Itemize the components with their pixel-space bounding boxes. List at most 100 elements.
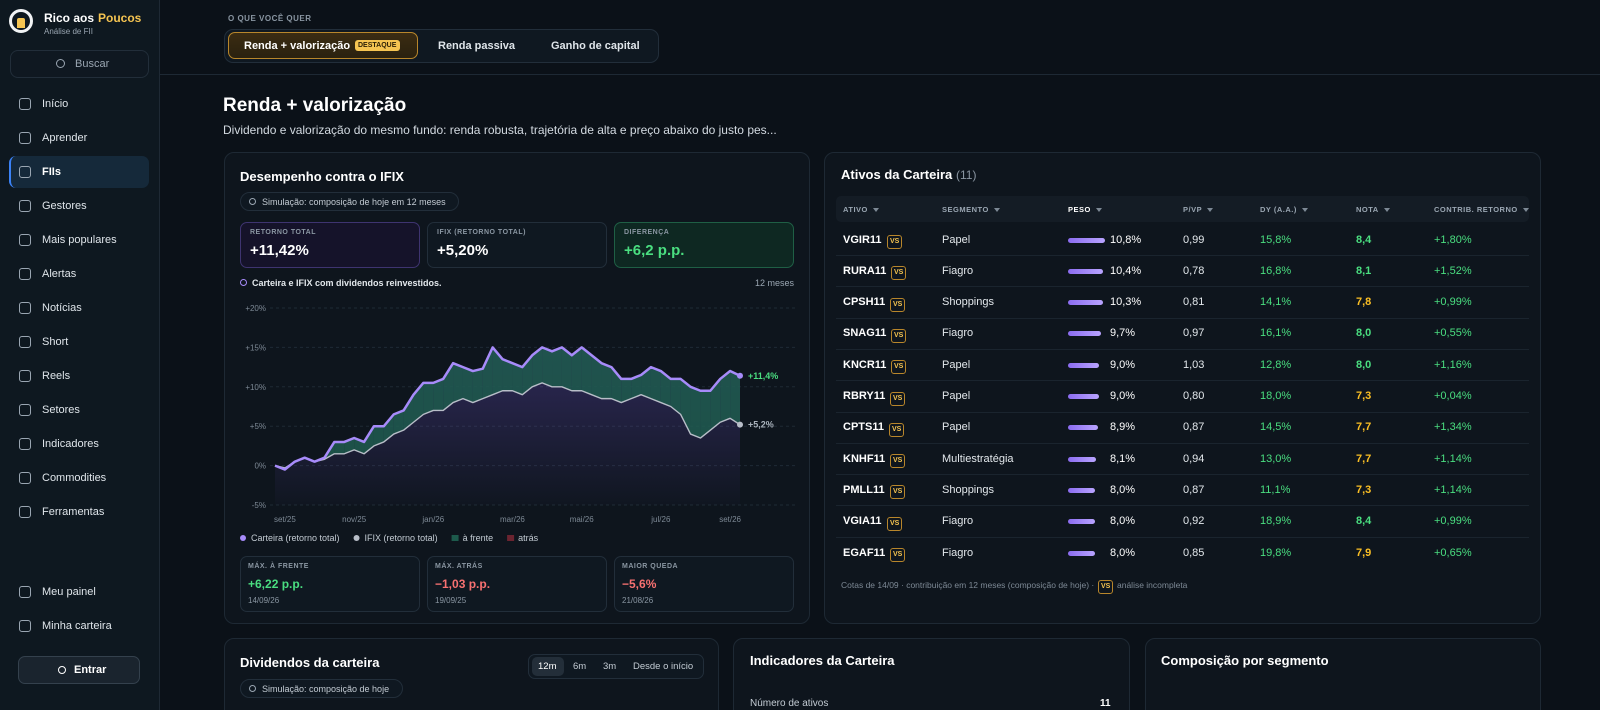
column-header[interactable]: CONTRIB. RETORNO — [1434, 204, 1529, 215]
nav-item[interactable]: Alertas — [42, 267, 77, 280]
contribution: +1,16% — [1434, 358, 1472, 371]
column-header[interactable]: P/VP — [1183, 204, 1213, 215]
ticker[interactable]: RBRY11 — [843, 390, 886, 402]
ahead-band — [492, 347, 503, 395]
column-header[interactable]: DY (A.A.) — [1260, 204, 1308, 215]
vs-badge: VS — [890, 485, 906, 500]
contribution: +0,04% — [1434, 390, 1472, 402]
column-header[interactable]: PESO — [1068, 204, 1102, 215]
ahead-band — [462, 367, 473, 403]
nav-item[interactable]: Meu painel — [42, 585, 96, 598]
score: 7,7 — [1356, 452, 1372, 465]
login-button[interactable] — [18, 656, 140, 684]
ticker[interactable]: RURA11 — [843, 264, 887, 277]
ahead-band — [542, 347, 553, 387]
score: 7,3 — [1356, 390, 1372, 402]
ticker[interactable]: SNAG11 — [843, 327, 887, 340]
ticker[interactable]: CPTS11 — [843, 421, 884, 434]
ticker[interactable]: EGAF11 — [843, 546, 886, 559]
pvp: 0,81 — [1183, 296, 1205, 309]
period-tab[interactable]: Desde o início — [633, 660, 694, 672]
nav-item[interactable]: Mais populares — [42, 233, 117, 246]
nav-item[interactable]: FIIs — [42, 165, 61, 178]
tab[interactable]: Renda + valorização — [244, 39, 351, 52]
nav-item[interactable]: Commodities — [42, 471, 107, 484]
weight-bar — [1068, 425, 1099, 431]
segment: Fiagro — [942, 515, 974, 528]
nav-item[interactable]: Aprender — [42, 131, 88, 144]
nav-icon — [19, 302, 31, 314]
nav-item[interactable]: Setores — [42, 403, 80, 416]
dy: 13,0% — [1260, 452, 1292, 465]
dy: 15,8% — [1260, 233, 1292, 246]
badge-label: DESTAQUE — [358, 42, 397, 49]
contribution: +1,14% — [1434, 452, 1472, 465]
nav-icon — [19, 200, 31, 212]
stat-value: −5,6% — [622, 576, 657, 591]
nav-item[interactable]: Notícias — [42, 301, 82, 314]
ahead-band — [552, 347, 562, 387]
pvp: 0,94 — [1183, 452, 1205, 465]
weight: 8,1% — [1110, 452, 1136, 465]
ahead-band — [571, 347, 582, 391]
nav-item[interactable]: Reels — [42, 369, 71, 382]
weight: 9,7% — [1110, 327, 1136, 340]
ticker[interactable]: PMLL11 — [843, 483, 885, 496]
chip-icon — [249, 198, 256, 205]
ticker[interactable]: KNCR11 — [843, 358, 887, 371]
y-tick-label: -5% — [252, 501, 266, 510]
weight-bar — [1068, 487, 1096, 493]
stat-box — [427, 222, 607, 268]
nav-item[interactable]: Gestores — [42, 199, 87, 212]
ahead-band — [482, 347, 493, 399]
column-header[interactable]: ATIVO — [843, 204, 879, 215]
segment: Papel — [942, 421, 971, 434]
section-label: O QUE VOCÊ QUER — [228, 13, 312, 23]
ticker[interactable]: VGIR11 — [843, 233, 882, 246]
ticker[interactable]: KNHF11 — [843, 452, 886, 465]
vs-badge: VS — [890, 391, 906, 406]
segment: Fiagro — [942, 327, 974, 340]
period-tab[interactable]: 6m — [573, 660, 587, 672]
period-tab[interactable]: 3m — [603, 660, 617, 672]
column-header[interactable]: NOTA — [1356, 204, 1390, 215]
ahead-band — [512, 363, 523, 395]
note-icon — [240, 279, 247, 286]
ahead-band — [472, 368, 483, 403]
ticker[interactable]: CPSH11 — [843, 296, 886, 309]
ahead-band — [383, 414, 394, 442]
ahead-band — [502, 359, 513, 391]
vs-badge: VS — [891, 360, 907, 375]
stat-date: 14/09/26 — [248, 595, 280, 605]
pvp: 0,85 — [1183, 546, 1205, 559]
segment: Shoppings — [942, 483, 994, 496]
column-header[interactable]: SEGMENTO — [942, 204, 1000, 215]
segment: Papel — [942, 233, 971, 246]
nav-item[interactable]: Ferramentas — [42, 505, 105, 518]
contribution: +0,65% — [1434, 546, 1472, 559]
row-divider — [836, 442, 1529, 444]
vs-badge: VS — [890, 548, 906, 562]
nav-item[interactable]: Indicadores — [42, 437, 99, 450]
ahead-band — [710, 378, 721, 431]
nav-icon — [19, 438, 31, 450]
x-tick-label: set/26 — [719, 515, 741, 524]
dy: 11,1% — [1260, 483, 1291, 496]
x-tick-label: mar/26 — [500, 515, 525, 524]
nav-item[interactable]: Short — [42, 335, 69, 348]
score: 8,0 — [1356, 327, 1372, 340]
weight: 8,0% — [1110, 483, 1136, 496]
chip-label: Simulação: composição de hoje em 12 mese… — [262, 196, 446, 207]
ahead-band — [611, 367, 622, 403]
nav-item[interactable]: Minha carteira — [42, 619, 112, 632]
ticker[interactable]: VGIA11 — [843, 515, 882, 528]
search-box[interactable] — [10, 50, 149, 78]
login-label[interactable]: Entrar — [74, 663, 107, 676]
tab[interactable]: Renda passiva — [438, 39, 516, 52]
nav-item[interactable]: Início — [42, 97, 69, 110]
ahead-band — [393, 410, 404, 435]
period-tab[interactable]: 12m — [538, 660, 557, 672]
tab[interactable]: Ganho de capital — [551, 39, 640, 52]
vs-badge: VS — [890, 454, 906, 469]
dy: 19,8% — [1260, 546, 1292, 559]
